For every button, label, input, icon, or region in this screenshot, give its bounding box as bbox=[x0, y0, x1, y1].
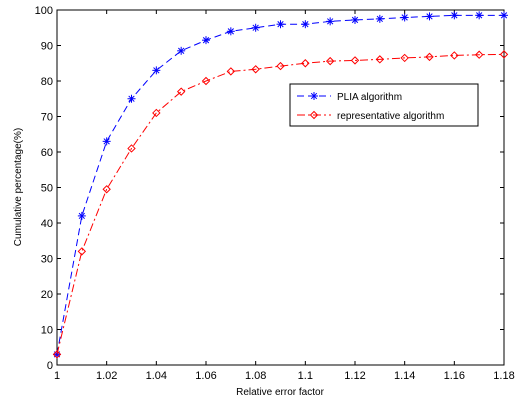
y-tick-labels: 0 10 20 30 40 50 60 70 80 90 100 bbox=[35, 5, 53, 372]
data-point bbox=[450, 11, 459, 20]
data-point bbox=[425, 12, 434, 21]
x-tick-label: 1.18 bbox=[493, 370, 514, 382]
data-point bbox=[499, 50, 509, 59]
x-tick-label: 1.02 bbox=[96, 370, 117, 382]
data-point bbox=[77, 247, 87, 256]
legend-box bbox=[289, 83, 479, 127]
legend-marker bbox=[309, 110, 319, 120]
data-point bbox=[152, 108, 161, 118]
series-1 bbox=[52, 50, 509, 359]
series-0 bbox=[53, 11, 508, 359]
legend-marker bbox=[310, 92, 318, 100]
data-point bbox=[102, 185, 111, 194]
data-point bbox=[226, 67, 236, 76]
axis-ticks bbox=[56, 9, 505, 366]
x-tick-label: 1.04 bbox=[146, 370, 167, 382]
data-point bbox=[177, 46, 186, 55]
x-tick-label: 1.14 bbox=[394, 370, 415, 382]
data-point bbox=[326, 17, 335, 26]
data-point bbox=[276, 20, 285, 29]
data-point bbox=[474, 50, 484, 59]
series-line bbox=[56, 53, 505, 355]
x-tick-label: 1.12 bbox=[344, 370, 365, 382]
data-point bbox=[127, 144, 136, 153]
x-tick-label: 1.06 bbox=[195, 370, 216, 382]
data-point bbox=[176, 87, 186, 96]
y-tick-label: 70 bbox=[41, 112, 53, 124]
data-point bbox=[251, 23, 260, 32]
data-point bbox=[202, 36, 210, 45]
data-point bbox=[152, 66, 161, 75]
series-layer bbox=[52, 11, 509, 359]
data-point bbox=[351, 15, 359, 24]
data-point bbox=[301, 59, 310, 68]
y-tick-label: 0 bbox=[47, 360, 53, 372]
x-tick-labels: 1 1.02 1.04 1.06 1.08 1.1 1.12 1.14 1.16 1.18 bbox=[54, 370, 515, 382]
data-point bbox=[375, 14, 384, 23]
y-tick-label: 100 bbox=[35, 5, 53, 17]
x-tick-label: 1.08 bbox=[245, 370, 266, 382]
data-point bbox=[400, 13, 409, 22]
data-point bbox=[52, 350, 62, 359]
data-point bbox=[325, 56, 335, 66]
x-tick-label: 1.16 bbox=[444, 370, 465, 382]
data-point bbox=[276, 61, 285, 71]
legend-label: PLIA algorithm bbox=[337, 92, 402, 103]
data-point bbox=[251, 65, 260, 74]
y-tick-label: 40 bbox=[41, 218, 53, 230]
data-point bbox=[400, 53, 409, 63]
x-tick-label: 1.1 bbox=[298, 370, 313, 382]
data-point bbox=[226, 27, 235, 36]
data-point bbox=[500, 11, 508, 20]
legend-items: PLIA algorithm representative algorithm bbox=[297, 92, 444, 122]
data-point bbox=[425, 52, 434, 62]
data-point bbox=[375, 55, 385, 64]
x-tick-label: 1 bbox=[54, 370, 60, 382]
y-tick-label: 50 bbox=[41, 183, 53, 195]
data-point bbox=[301, 20, 310, 29]
y-tick-label: 90 bbox=[41, 41, 53, 53]
x-axis-label: Relative error factor bbox=[236, 387, 324, 398]
legend-label: representative algorithm bbox=[337, 111, 444, 122]
legend: PLIA algorithm representative algorithm bbox=[289, 83, 479, 127]
y-tick-label: 30 bbox=[41, 254, 53, 266]
data-point bbox=[475, 11, 484, 20]
y-axis-label: Cumulative percentage(%) bbox=[13, 128, 24, 246]
y-tick-label: 20 bbox=[41, 289, 53, 301]
data-point bbox=[77, 211, 86, 220]
y-tick-label: 80 bbox=[41, 76, 53, 88]
y-tick-label: 10 bbox=[41, 325, 53, 337]
data-point bbox=[102, 137, 111, 146]
data-point bbox=[450, 51, 459, 60]
y-tick-label: 60 bbox=[41, 147, 53, 159]
data-point bbox=[201, 76, 211, 86]
data-point bbox=[127, 94, 136, 103]
data-point bbox=[350, 56, 360, 65]
